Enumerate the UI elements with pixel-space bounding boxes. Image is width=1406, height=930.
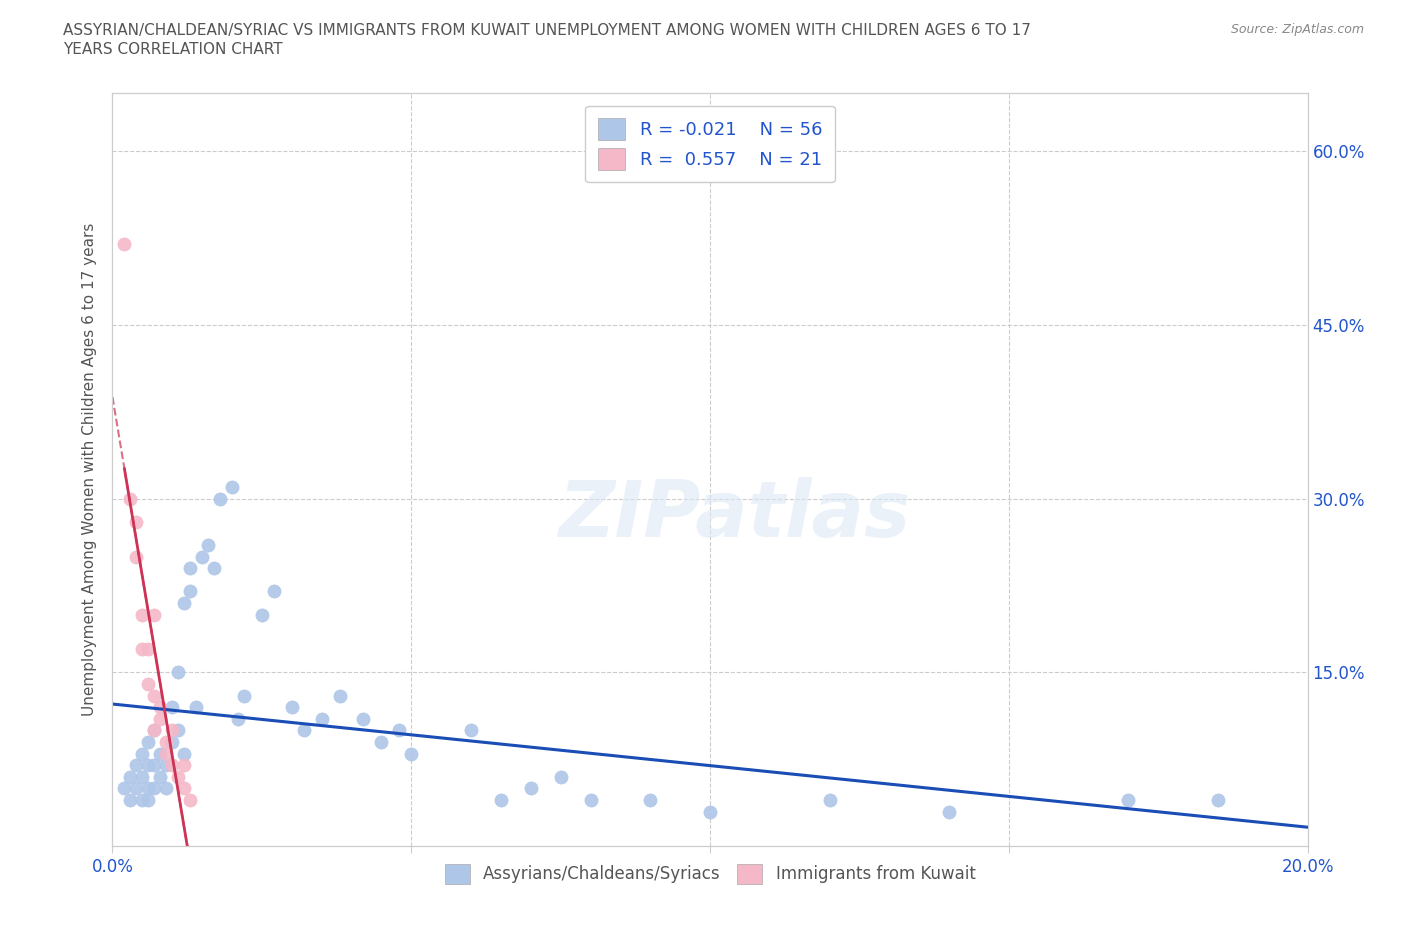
- Point: [179, 584, 201, 599]
- Point: [155, 781, 177, 796]
- Point: [162, 735, 183, 750]
- Point: [489, 792, 512, 807]
- Point: [818, 792, 841, 807]
- Point: [138, 781, 160, 796]
- Point: [191, 549, 214, 564]
- Point: [143, 607, 166, 622]
- Point: [173, 746, 195, 761]
- Point: [202, 561, 225, 576]
- Point: [640, 792, 662, 807]
- Point: [388, 723, 411, 737]
- Point: [221, 480, 243, 495]
- Point: [579, 792, 602, 807]
- Point: [401, 746, 423, 761]
- Point: [149, 711, 172, 726]
- Point: [173, 758, 195, 773]
- Point: [149, 746, 172, 761]
- Point: [460, 723, 482, 737]
- Point: [125, 758, 148, 773]
- Point: [125, 549, 148, 564]
- Point: [209, 491, 232, 506]
- Point: [143, 781, 166, 796]
- Point: [292, 723, 315, 737]
- Legend: Assyrians/Chaldeans/Syriacs, Immigrants from Kuwait: Assyrians/Chaldeans/Syriacs, Immigrants …: [437, 857, 983, 891]
- Point: [311, 711, 333, 726]
- Text: ZIPatlas: ZIPatlas: [558, 477, 910, 552]
- Text: ASSYRIAN/CHALDEAN/SYRIAC VS IMMIGRANTS FROM KUWAIT UNEMPLOYMENT AMONG WOMEN WITH: ASSYRIAN/CHALDEAN/SYRIAC VS IMMIGRANTS F…: [63, 23, 1031, 38]
- Point: [143, 688, 166, 703]
- Point: [167, 665, 190, 680]
- Point: [167, 723, 190, 737]
- Point: [699, 804, 721, 819]
- Point: [149, 769, 172, 784]
- Point: [143, 723, 166, 737]
- Point: [138, 758, 160, 773]
- Point: [131, 769, 153, 784]
- Point: [138, 677, 160, 692]
- Point: [114, 781, 135, 796]
- Point: [329, 688, 352, 703]
- Point: [1118, 792, 1140, 807]
- Point: [173, 595, 195, 610]
- Point: [138, 792, 160, 807]
- Point: [131, 792, 153, 807]
- Text: YEARS CORRELATION CHART: YEARS CORRELATION CHART: [63, 42, 283, 57]
- Point: [167, 769, 190, 784]
- Point: [233, 688, 256, 703]
- Point: [131, 746, 153, 761]
- Point: [155, 735, 177, 750]
- Point: [370, 735, 392, 750]
- Point: [520, 781, 543, 796]
- Point: [162, 723, 183, 737]
- Point: [281, 699, 304, 714]
- Point: [197, 538, 219, 552]
- Point: [125, 514, 148, 529]
- Point: [155, 758, 177, 773]
- Text: Source: ZipAtlas.com: Source: ZipAtlas.com: [1230, 23, 1364, 36]
- Point: [186, 699, 208, 714]
- Point: [143, 758, 166, 773]
- Point: [138, 642, 160, 657]
- Point: [149, 699, 172, 714]
- Point: [120, 491, 142, 506]
- Point: [143, 723, 166, 737]
- Point: [550, 769, 572, 784]
- Point: [173, 781, 195, 796]
- Point: [138, 735, 160, 750]
- Point: [155, 746, 177, 761]
- Point: [120, 792, 142, 807]
- Point: [114, 236, 135, 251]
- Point: [179, 792, 201, 807]
- Point: [131, 642, 153, 657]
- Point: [226, 711, 249, 726]
- Point: [250, 607, 273, 622]
- Point: [353, 711, 375, 726]
- Point: [263, 584, 285, 599]
- Point: [162, 699, 183, 714]
- Point: [1206, 792, 1229, 807]
- Point: [938, 804, 960, 819]
- Point: [162, 758, 183, 773]
- Point: [120, 769, 142, 784]
- Point: [131, 607, 153, 622]
- Point: [179, 561, 201, 576]
- Point: [125, 781, 148, 796]
- Y-axis label: Unemployment Among Women with Children Ages 6 to 17 years: Unemployment Among Women with Children A…: [82, 223, 97, 716]
